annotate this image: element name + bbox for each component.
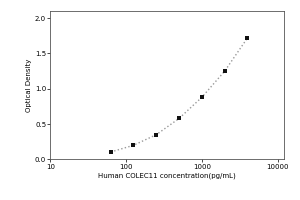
Point bbox=[245, 36, 250, 40]
Point bbox=[222, 70, 227, 73]
Point bbox=[200, 96, 204, 99]
Point bbox=[177, 117, 182, 120]
Point bbox=[108, 150, 113, 154]
Y-axis label: Optical Density: Optical Density bbox=[26, 59, 32, 112]
Point bbox=[154, 133, 159, 136]
X-axis label: Human COLEC11 concentration(pg/mL): Human COLEC11 concentration(pg/mL) bbox=[98, 172, 236, 179]
Point bbox=[131, 144, 136, 147]
